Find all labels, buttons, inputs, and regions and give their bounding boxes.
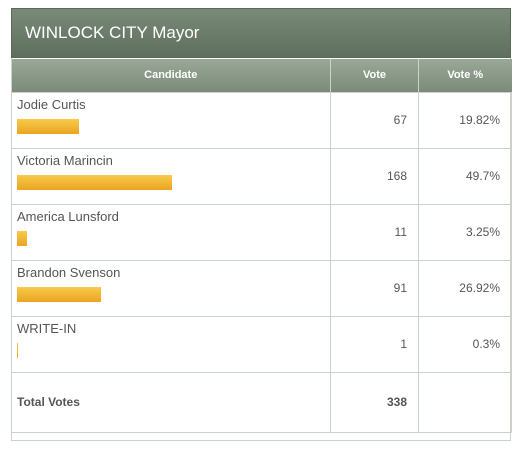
candidate-name: WRITE-IN — [17, 320, 77, 336]
table-row: America Lunsford 11 3.25% — [11, 203, 512, 260]
vote-share-bar — [17, 174, 172, 190]
candidate-cell: Jodie Curtis — [11, 91, 331, 148]
total-votes-label: Total Votes — [11, 371, 331, 433]
vote-share-bar — [17, 230, 27, 246]
vote-percent: 26.92% — [418, 259, 512, 316]
vote-bar-track — [17, 286, 330, 302]
candidate-cell: Brandon Svenson — [11, 259, 331, 316]
vote-share-bar — [17, 286, 101, 302]
total-row: Total Votes 338 — [11, 371, 512, 433]
results-panel: WINLOCK CITY Mayor Candidate Vote Vote %… — [11, 8, 512, 441]
candidate-name: Jodie Curtis — [17, 96, 86, 112]
table-row: Brandon Svenson 91 26.92% — [11, 259, 512, 316]
vote-percent: 3.25% — [418, 203, 512, 260]
vote-share-bar — [17, 118, 79, 134]
results-table: Candidate Vote Vote % Jodie Curtis 67 19… — [11, 59, 512, 433]
vote-bar-track — [17, 174, 330, 190]
candidate-cell: Victoria Marincin — [11, 147, 331, 204]
vote-share-bar — [17, 342, 18, 358]
column-header-vote-percent[interactable]: Vote % — [418, 59, 512, 92]
vote-percent: 19.82% — [418, 91, 512, 148]
column-header-vote[interactable]: Vote — [330, 59, 419, 92]
candidate-cell: America Lunsford — [11, 203, 331, 260]
vote-percent: 0.3% — [418, 315, 512, 372]
vote-count: 11 — [330, 203, 419, 260]
vote-bar-track — [17, 342, 330, 358]
table-row: Victoria Marincin 168 49.7% — [11, 147, 512, 204]
table-row: Jodie Curtis 67 19.82% — [11, 91, 512, 148]
candidate-cell: WRITE-IN — [11, 315, 331, 372]
race-title: WINLOCK CITY Mayor — [11, 8, 511, 58]
total-votes-count: 338 — [330, 371, 419, 433]
vote-count: 168 — [330, 147, 419, 204]
table-header-row: Candidate Vote Vote % — [11, 59, 512, 92]
candidate-name: Victoria Marincin — [17, 152, 113, 168]
table-row: WRITE-IN 1 0.3% — [11, 315, 512, 372]
vote-bar-track — [17, 118, 330, 134]
vote-bar-track — [17, 230, 330, 246]
candidate-name: Brandon Svenson — [17, 264, 121, 280]
vote-count: 67 — [330, 91, 419, 148]
column-header-candidate[interactable]: Candidate — [11, 59, 331, 92]
vote-count: 1 — [330, 315, 419, 372]
candidate-name: America Lunsford — [17, 208, 119, 224]
total-votes-percent — [418, 371, 512, 433]
vote-percent: 49.7% — [418, 147, 512, 204]
vote-count: 91 — [330, 259, 419, 316]
